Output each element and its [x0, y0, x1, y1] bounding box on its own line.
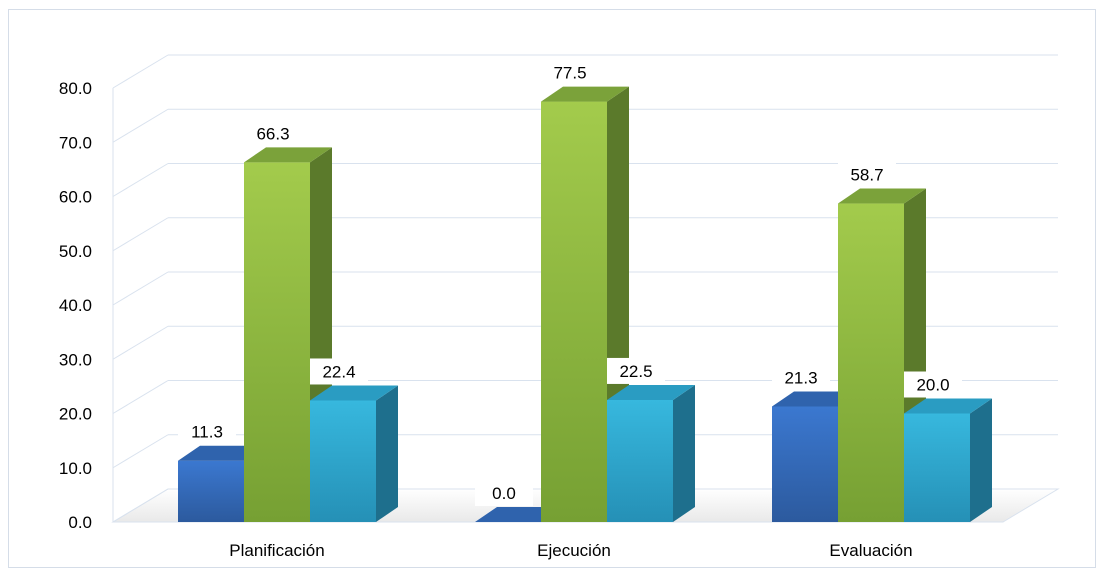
- gridline-side: [112, 108, 169, 143]
- x-category-label: Ejecución: [537, 541, 611, 560]
- y-tick-label: 0.0: [68, 513, 92, 532]
- value-label: 22.4: [322, 362, 355, 381]
- bars: [178, 86, 992, 523]
- y-tick-label: 40.0: [59, 296, 92, 315]
- value-label: 58.7: [850, 166, 883, 185]
- bar-side: [970, 398, 992, 522]
- x-axis: Planificación Ejecución Evaluación: [229, 541, 912, 560]
- bar-side: [673, 384, 695, 522]
- bar-top: [904, 398, 992, 414]
- y-tick-label: 80.0: [59, 79, 92, 98]
- value-label-box: [475, 480, 533, 506]
- bar-front: [904, 413, 970, 522]
- value-label: 0.0: [492, 484, 516, 503]
- gridline-side: [112, 54, 169, 89]
- gridline-side: [112, 434, 169, 469]
- bar-top: [310, 385, 398, 401]
- gridline-side: [112, 380, 169, 414]
- value-label: 20.0: [916, 376, 949, 395]
- bar-top: [607, 384, 695, 400]
- bar-front: [310, 400, 376, 522]
- value-label-box: [178, 418, 236, 445]
- value-label-box: [904, 371, 962, 398]
- gridline-side: [112, 163, 169, 197]
- value-label-box: [607, 357, 665, 384]
- value-label-box: [541, 59, 599, 86]
- gridline-side: [112, 217, 169, 252]
- value-label-box: [772, 364, 830, 391]
- x-category-label: Planificación: [229, 541, 324, 560]
- y-tick-label: 10.0: [59, 459, 92, 478]
- bar-front: [244, 162, 310, 522]
- value-label: 77.5: [553, 64, 586, 83]
- bar-top: [838, 188, 926, 204]
- value-labels: 11.3 0.0 21.3 66.3 77.5 58.7 22.4 22.5 20.0: [178, 59, 962, 506]
- y-tick-label: 70.0: [59, 133, 92, 152]
- value-label: 21.3: [784, 368, 817, 387]
- y-tick-label: 30.0: [59, 350, 92, 369]
- bar-front: [772, 406, 838, 522]
- bar-front: [838, 203, 904, 523]
- bar-top: [244, 147, 332, 163]
- value-label-box: [310, 358, 368, 385]
- y-tick-label: 50.0: [59, 242, 92, 261]
- gridline-side: [112, 325, 169, 360]
- value-label: 66.3: [256, 124, 289, 143]
- gridline-side: [112, 488, 169, 523]
- bar-front: [607, 399, 673, 522]
- bar-top: [541, 86, 629, 102]
- value-label-box: [838, 161, 896, 188]
- y-tick-label: 20.0: [59, 405, 92, 424]
- y-axis: 0.0 10.0 20.0 30.0 40.0 50.0 60.0 70.0 80.0: [59, 79, 92, 532]
- value-label: 11.3: [191, 423, 223, 442]
- x-category-label: Evaluación: [829, 541, 912, 560]
- gridline-side: [112, 271, 169, 306]
- y-tick-label: 60.0: [59, 188, 92, 207]
- value-label: 22.5: [619, 362, 652, 381]
- bar-front: [178, 460, 244, 522]
- bar-side: [376, 385, 398, 522]
- value-label-box: [244, 120, 302, 147]
- bar-front: [541, 101, 607, 522]
